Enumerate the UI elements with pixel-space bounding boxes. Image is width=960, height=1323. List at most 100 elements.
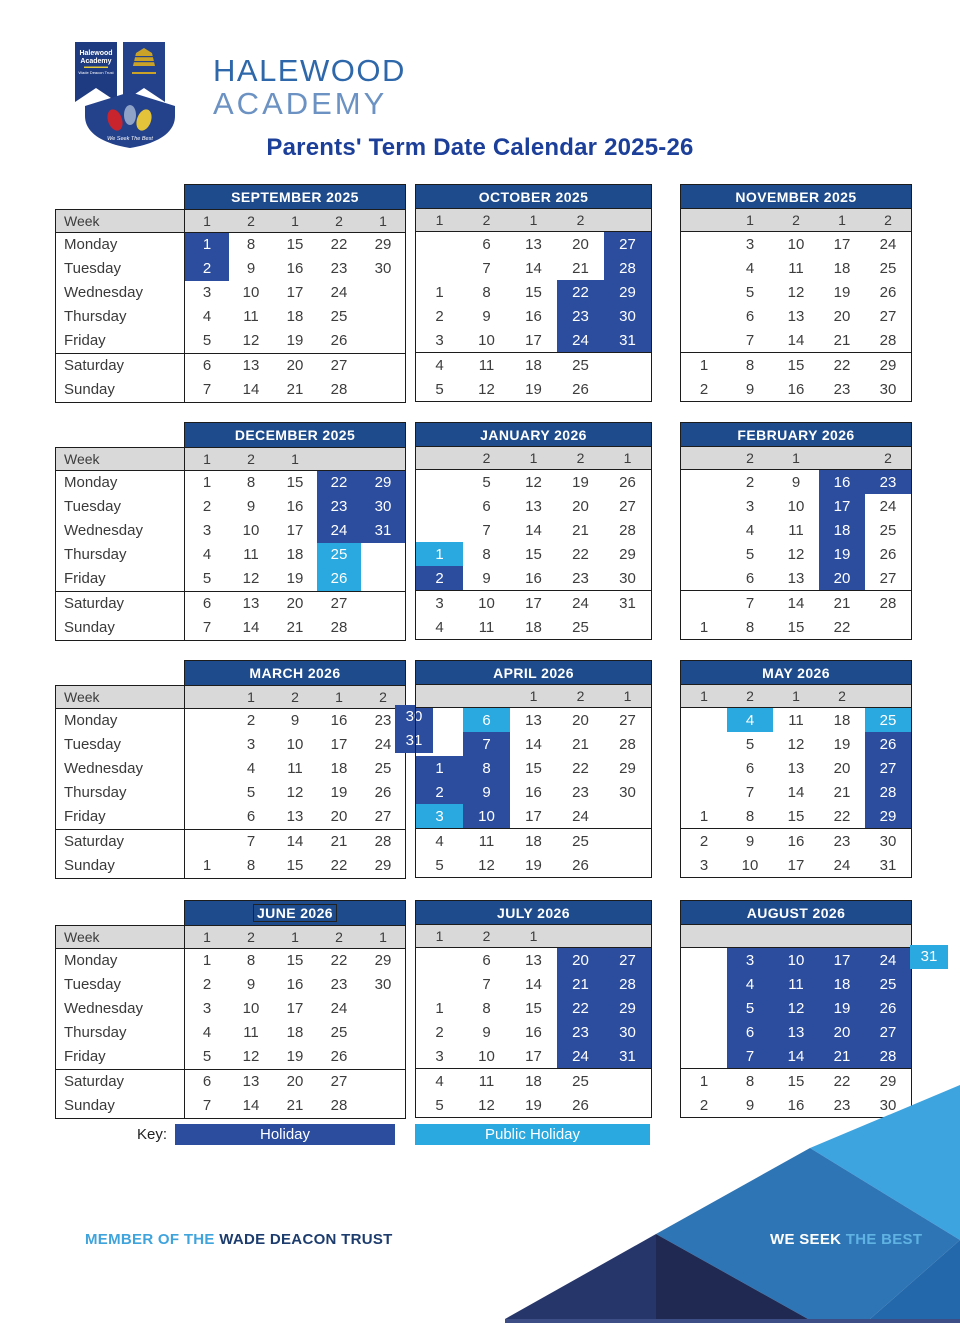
calendar-day-cell: 20	[572, 497, 589, 515]
calendar-day-cell: 7	[482, 259, 491, 277]
calendar-day-cell: 23	[557, 566, 604, 591]
week-number-cell	[819, 924, 865, 948]
calendar-day-cell: 21	[819, 1044, 865, 1069]
month-december-2025: DECEMBER 2025 Week 1 2 1 Monday 1 8 15 22 29 Tuesda…	[55, 422, 406, 641]
week-number-cell: 1	[604, 684, 652, 708]
calendar-day-cell: 25	[557, 615, 604, 640]
trust-membership-line: MEMBER OF THE WADE DEACON TRUST	[85, 1231, 393, 1248]
calendar-day-cell: 10	[463, 328, 510, 353]
calendar-day-cell: 8	[482, 545, 491, 563]
calendar-day-cell: 20	[819, 1020, 865, 1044]
calendar-day-cell: 1	[415, 756, 463, 780]
calendar-day-cell: 15	[525, 999, 542, 1017]
calendar-day-cell: 11	[478, 356, 495, 374]
calendar-day-cell	[361, 615, 406, 641]
crest-motto: We Seek The Best	[107, 136, 153, 142]
calendar-day-cell: 10	[242, 1000, 260, 1017]
calendar-day-cell: 27	[330, 595, 348, 612]
calendar-day-cell: 4	[415, 615, 463, 640]
week-number-cell	[604, 924, 652, 948]
month-header-bar: AUGUST 2026	[680, 900, 912, 925]
calendar-day-cell: 16	[286, 976, 304, 993]
page-title: Parents' Term Date Calendar 2025-26	[266, 134, 694, 161]
month-february-2026: FEBRUARY 2026 2 1 2 2 9 16 23 3 10 17 24 4 11 18 25 5 12 1…	[680, 422, 912, 640]
month-title: MARCH 2026	[249, 664, 341, 681]
month-header-bar: SEPTEMBER 2025	[184, 184, 406, 210]
corner-spacer	[55, 184, 185, 209]
calendar-day-cell: 9	[246, 498, 256, 515]
week-number-cell	[865, 684, 912, 708]
calendar-day-cell	[604, 352, 652, 377]
calendar-day-cell: 3	[184, 518, 229, 543]
day-label: Saturday	[55, 1069, 185, 1094]
calendar-day-cell: 8	[246, 236, 256, 253]
calendar-day-cell: 15	[525, 283, 542, 301]
crest-school-name-line1: Halewood	[79, 50, 112, 57]
school-name-line2: ACADEMY	[213, 85, 388, 121]
calendar-day-cell	[680, 780, 727, 804]
week-number-cell: 1	[273, 924, 317, 949]
calendar-day-cell: 19	[330, 784, 348, 801]
calendar-day-cell: 11	[788, 521, 804, 539]
month-table: FEBRUARY 2026 2 1 2 2 9 16 23 3 10 17 24 4 11 18 25 5 12 1…	[680, 422, 912, 640]
calendar-day-cell: 22	[317, 470, 361, 495]
calendar-day-cell: 25	[572, 356, 589, 374]
week-row-label: Week	[55, 924, 185, 949]
calendar-day-cell: 27	[330, 357, 348, 374]
calendar-day-cell: 17	[773, 853, 819, 878]
calendar-day-cell	[361, 996, 406, 1021]
week-number-cell: 1	[819, 208, 865, 232]
calendar-day-cell: 17	[819, 494, 865, 518]
month-march-2026: MARCH 2026 Week 1 2 1 2 Monday 2 9 16 23 Tuesday 3 10…	[55, 660, 433, 879]
week-number-cell	[317, 446, 361, 471]
school-name-line1: HALEWOOD	[213, 53, 406, 88]
calendar-day-cell: 28	[317, 615, 361, 641]
calendar-day-cell: 28	[865, 780, 912, 804]
month-table: APRIL 2026 1 2 1 6 13 20 27 7 14 21 28 1 8 15 22 29 2 9 16 2…	[415, 660, 652, 878]
calendar-day-cell: 30	[604, 1020, 652, 1044]
calendar-day-cell: 25	[361, 756, 406, 781]
week-number-cell: 2	[361, 684, 406, 709]
motto-we-seek-text: WE SEEK	[770, 1231, 842, 1248]
calendar-day-cell: 10	[463, 804, 510, 829]
calendar-day-cell: 30	[865, 377, 912, 402]
calendar-day-cell	[184, 804, 229, 830]
day-label: Wednesday	[55, 518, 185, 543]
day-label: Tuesday	[55, 972, 185, 997]
calendar-day-cell: 27	[604, 947, 652, 972]
calendar-day-cell: 10	[242, 522, 260, 539]
calendar-day-cell: 19	[833, 283, 851, 301]
corner-spacer	[55, 660, 185, 685]
calendar-day-cell	[415, 518, 463, 542]
week-number-cell	[604, 208, 652, 232]
calendar-day-cell	[680, 256, 727, 280]
calendar-day-cell: 9	[727, 1093, 773, 1118]
calendar-day-cell: 5	[415, 1093, 463, 1118]
month-table: SEPTEMBER 2025 Week 1 2 1 2 1 Monday 1 8 15 22 29 Tue…	[55, 184, 406, 403]
week-number-cell: 1	[510, 924, 557, 948]
calendar-day-cell: 3	[184, 996, 229, 1021]
calendar-day-cell: 17	[833, 235, 851, 253]
calendar-day-cell: 27	[361, 804, 406, 830]
calendar-day-cell	[680, 1044, 727, 1069]
calendar-day-cell: 19	[273, 566, 317, 592]
month-header-bar: OCTOBER 2025	[415, 184, 652, 209]
corner-spacer	[55, 422, 185, 447]
calendar-day-cell: 24	[317, 518, 361, 543]
calendar-day-cell: 19	[819, 996, 865, 1020]
calendar-day-cell: 12	[229, 1044, 273, 1070]
calendar-day-cell: 14	[773, 1044, 819, 1069]
day-label: Tuesday	[55, 256, 185, 281]
calendar-day-cell: 18	[510, 615, 557, 640]
calendar-day-cell: 21	[330, 833, 348, 850]
calendar-day-cell: 25	[865, 972, 912, 996]
calendar-day-cell: 24	[557, 804, 604, 829]
calendar-day-cell: 3	[680, 853, 727, 878]
calendar-day-cell: 18	[286, 1024, 304, 1041]
trust-motto: WE SEEK THE BEST	[770, 1231, 922, 1248]
day-label: Friday	[55, 328, 185, 354]
calendar-day-cell: 12	[787, 735, 805, 753]
calendar-day-cell: 15	[773, 804, 819, 829]
footer-triangle-art	[505, 1085, 960, 1323]
calendar-day-cell: 5	[184, 328, 229, 354]
